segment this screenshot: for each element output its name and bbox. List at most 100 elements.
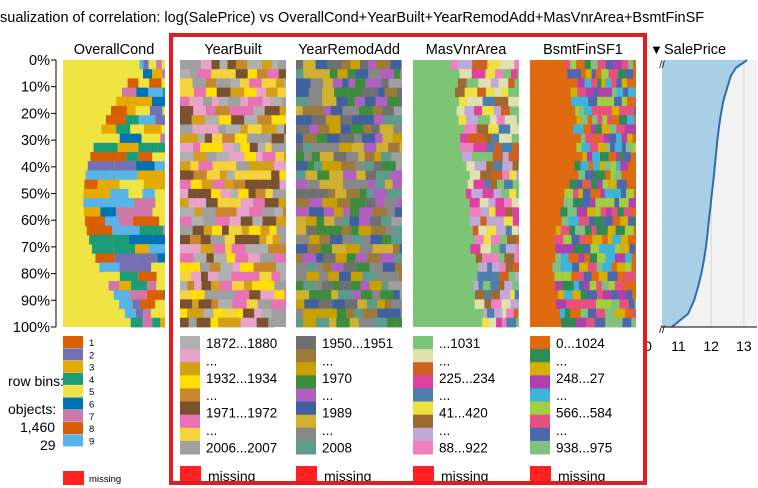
heatmap-cell	[585, 299, 597, 309]
heatmap-cell	[135, 244, 150, 254]
heatmap-cell	[602, 290, 612, 300]
heatmap-cell	[138, 271, 157, 282]
heatmap-cell	[584, 106, 593, 116]
heatmap-cell	[602, 234, 608, 245]
heatmap-cell	[499, 271, 509, 282]
heatmap-cell	[189, 69, 199, 79]
heatmap-cell	[609, 133, 617, 144]
heatmap-cell	[152, 96, 165, 107]
heatmap-cell	[579, 262, 588, 273]
heatmap-cell	[555, 299, 567, 309]
heatmap-cell	[372, 207, 387, 217]
missing-swatch	[296, 466, 317, 484]
heatmap-cell	[211, 96, 219, 107]
heatmap-cell	[575, 299, 586, 309]
highlight-frame	[169, 33, 647, 485]
missing-label: missing	[558, 468, 605, 484]
heatmap-cell	[210, 234, 225, 245]
heatmap-cell	[315, 280, 323, 291]
heatmap-cell	[375, 198, 385, 208]
heatmap-cell	[472, 60, 488, 70]
heatmap-cell	[349, 317, 359, 328]
heatmap-cell	[486, 216, 495, 227]
heatmap-cell	[230, 78, 241, 89]
legend-gradient-band	[296, 336, 316, 350]
heatmap-cell	[496, 115, 505, 125]
heatmap-cell	[483, 308, 488, 319]
heatmap-cell	[615, 225, 625, 236]
heatmap-cell	[345, 299, 358, 309]
missing-swatch	[530, 466, 551, 484]
heatmap-cell	[138, 152, 153, 162]
heatmap-cell	[571, 271, 578, 282]
heatmap-cell	[374, 152, 381, 162]
heatmap-cell	[512, 161, 519, 171]
heatmap-cell	[202, 207, 216, 217]
heatmap-cell	[616, 161, 621, 171]
heatmap-cell	[587, 207, 596, 217]
heatmap-cell	[104, 216, 119, 227]
heatmap-cell	[580, 133, 586, 144]
heatmap-cell	[368, 60, 376, 70]
heatmap-cell	[455, 87, 465, 98]
heatmap-cell	[346, 253, 356, 263]
heatmap-cell	[503, 69, 512, 79]
heatmap-cell	[255, 188, 266, 199]
heatmap-cell	[268, 244, 283, 254]
heatmap-cell	[356, 170, 366, 181]
heatmap-cell	[504, 179, 513, 190]
heatmap-cell	[216, 87, 231, 98]
heatmap-cell	[334, 87, 348, 98]
heatmap-cell	[116, 124, 131, 135]
heatmap-cell	[357, 299, 367, 309]
heatmap-cell	[471, 188, 483, 199]
heatmap-cell	[482, 253, 492, 263]
heatmap-cell	[180, 244, 193, 254]
heatmap-cell	[212, 161, 224, 171]
heatmap-cell	[271, 60, 279, 70]
heatmap-cell	[283, 152, 286, 162]
heatmap-cell	[296, 69, 304, 79]
heatmap-cell	[382, 161, 396, 171]
heatmap-cell	[589, 253, 597, 263]
legend-gradient-band	[530, 375, 550, 389]
heatmap-cell	[491, 290, 500, 300]
heatmap-cell	[355, 78, 366, 89]
heatmap-cell	[612, 216, 621, 227]
legend-gradient-band	[413, 375, 433, 389]
heatmap-cell	[555, 244, 566, 254]
heatmap-cell	[296, 78, 311, 89]
heatmap-cell	[625, 253, 632, 263]
heatmap-cell	[585, 133, 593, 144]
heatmap-cell	[592, 115, 598, 125]
heatmap-cell	[626, 115, 635, 125]
legend-label: 0...1024	[556, 336, 605, 351]
heatmap-cell	[632, 308, 636, 319]
heatmap-cell	[632, 124, 636, 135]
heatmap-cell	[608, 179, 617, 190]
heatmap-cell	[280, 271, 286, 282]
heatmap-cell	[508, 78, 515, 89]
heatmap-cell	[351, 225, 359, 236]
heatmap-cell	[600, 188, 605, 199]
heatmap-cell	[363, 124, 372, 135]
legend-label: 1872...1880	[206, 336, 277, 351]
heatmap-cell	[554, 271, 563, 282]
heatmap-cell	[342, 78, 349, 89]
heatmap-cell	[194, 87, 206, 98]
legend-gradient-band	[530, 440, 550, 455]
heatmap-cell	[493, 161, 503, 171]
heatmap-cell	[296, 299, 305, 309]
heatmap-cell	[296, 308, 304, 319]
heatmap-cell	[86, 225, 113, 236]
heatmap-cell	[191, 216, 204, 227]
heatmap-cell	[387, 317, 397, 328]
heatmap-cell	[130, 124, 145, 135]
heatmap-cell	[296, 179, 308, 190]
heatmap-cell	[222, 133, 235, 144]
column-header: MasVnrArea	[426, 42, 508, 58]
heatmap-cell	[351, 115, 366, 125]
legend-label: 7	[89, 412, 94, 423]
heatmap-cell	[127, 78, 139, 89]
heatmap-cell	[217, 198, 231, 208]
